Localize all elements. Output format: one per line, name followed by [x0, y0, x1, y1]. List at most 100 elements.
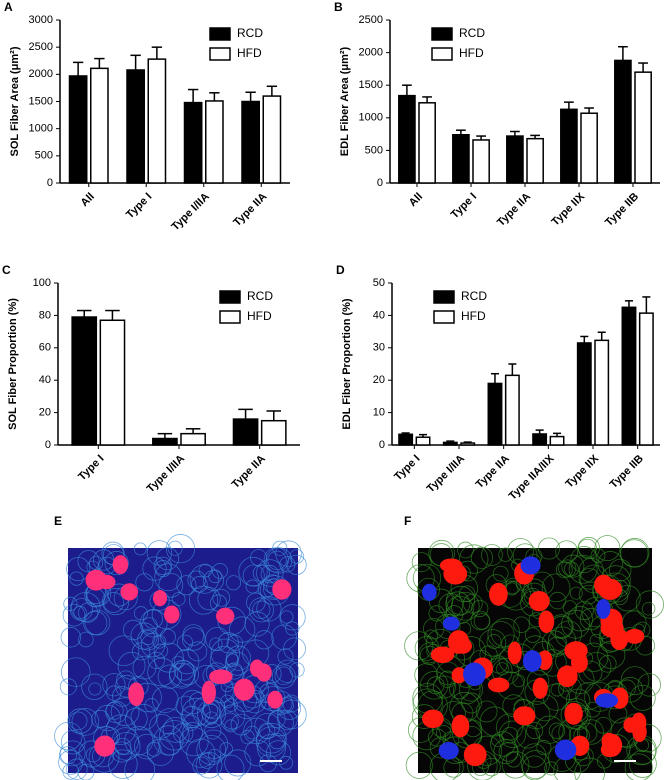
- bar: [398, 94, 416, 184]
- fiber-outline: [544, 761, 559, 776]
- fiber: [120, 583, 139, 601]
- fiber: [537, 650, 553, 671]
- fiber: [601, 732, 617, 751]
- fiber-outline: [256, 559, 284, 587]
- fiber-outline: [187, 641, 208, 662]
- fiber: [85, 569, 107, 591]
- fiber-outline: [595, 716, 612, 734]
- fiber-outline: [189, 564, 220, 594]
- fiber-outline: [180, 689, 205, 715]
- fiber-outline: [405, 751, 433, 779]
- fiber-outline: [256, 722, 287, 754]
- bar: [634, 71, 652, 184]
- fiber-outline: [568, 554, 598, 584]
- fiber-outline: [108, 635, 140, 667]
- y-tick-label: 40: [39, 374, 51, 386]
- fiber-outline: [63, 596, 78, 611]
- bar: [99, 319, 126, 446]
- fiber-outline: [219, 742, 233, 756]
- fiber: [430, 646, 455, 663]
- bar: [183, 101, 203, 184]
- fiber: [442, 616, 460, 631]
- fiber-outline: [524, 627, 541, 643]
- y-tick-label: 0: [379, 439, 385, 451]
- fiber-outline: [561, 609, 590, 639]
- fiber-outline: [404, 631, 434, 661]
- bar: [180, 432, 206, 446]
- fiber-outline: [137, 628, 159, 651]
- fiber-outline: [153, 556, 172, 576]
- fiber-outline: [279, 556, 296, 573]
- fiber-outline: [156, 708, 183, 735]
- fiber-outline: [513, 616, 530, 633]
- fiber-outline: [196, 735, 227, 765]
- fiber-outline: [275, 540, 302, 567]
- bar: [460, 442, 476, 446]
- bar: [205, 100, 224, 184]
- x-tick-label: Type I: [124, 191, 154, 221]
- fiber-outline: [102, 673, 126, 697]
- fiber-outline: [279, 755, 294, 770]
- fiber-outline: [555, 540, 579, 564]
- fiber-outline: [258, 722, 276, 740]
- fiber-outline: [629, 684, 656, 711]
- fiber-outline: [492, 565, 509, 582]
- legend-swatch: [431, 47, 453, 61]
- fiber-outline: [154, 563, 183, 592]
- fiber-outline: [191, 576, 208, 593]
- fiber-outline: [225, 651, 249, 676]
- fiber-outline: [526, 721, 544, 740]
- x-tick-label: Type IIA: [495, 191, 533, 229]
- fiber-outline: [279, 604, 306, 631]
- fiber-outline: [570, 546, 598, 573]
- fiber: [610, 628, 629, 651]
- legend-label: HFD: [237, 46, 262, 60]
- y-tick-label: 50: [373, 277, 385, 289]
- bar: [614, 59, 632, 184]
- fiber: [507, 641, 522, 665]
- fiber-outline: [286, 554, 307, 576]
- panel-label: C: [2, 263, 11, 277]
- fiber-outline: [266, 740, 292, 766]
- fiber-outline: [159, 720, 190, 751]
- y-tick-label: 1000: [359, 112, 383, 124]
- fiber-outline: [77, 550, 100, 573]
- bar: [262, 95, 282, 184]
- bar: [152, 437, 178, 446]
- fiber-outline: [116, 670, 136, 690]
- fiber-outline: [240, 729, 255, 745]
- fiber-outline: [81, 673, 108, 700]
- fiber: [272, 579, 292, 600]
- fiber-outline: [254, 630, 274, 650]
- bar: [68, 75, 88, 184]
- bar: [594, 339, 610, 446]
- fiber-outline: [501, 750, 530, 779]
- fiber: [624, 628, 645, 644]
- fiber-outline: [157, 664, 182, 689]
- fiber-outline: [195, 751, 223, 779]
- fiber-outline: [407, 717, 434, 743]
- fiber: [554, 739, 577, 761]
- fiber-outline: [475, 700, 498, 723]
- fiber-outline: [153, 642, 184, 673]
- fiber: [422, 709, 444, 729]
- fiber-outline: [146, 738, 175, 766]
- fiber-outline: [205, 626, 230, 652]
- fiber-outline: [62, 603, 86, 627]
- fiber-outline: [563, 561, 579, 577]
- fiber-outline: [482, 757, 501, 777]
- fiber-outline: [197, 586, 221, 611]
- fiber-outline: [142, 556, 167, 581]
- fiber: [451, 667, 467, 684]
- y-tick-label: 30: [373, 342, 385, 354]
- y-tick-label: 20: [373, 374, 385, 386]
- fiber-outline: [457, 541, 474, 559]
- fiber: [564, 641, 588, 661]
- y-tick-label: 1500: [359, 79, 383, 91]
- fiber-outline: [471, 599, 489, 618]
- fiber: [463, 743, 487, 767]
- fiber-outline: [147, 657, 176, 687]
- fiber-outline: [520, 750, 550, 779]
- fiber-outline: [280, 610, 294, 624]
- fiber-outline: [104, 550, 129, 576]
